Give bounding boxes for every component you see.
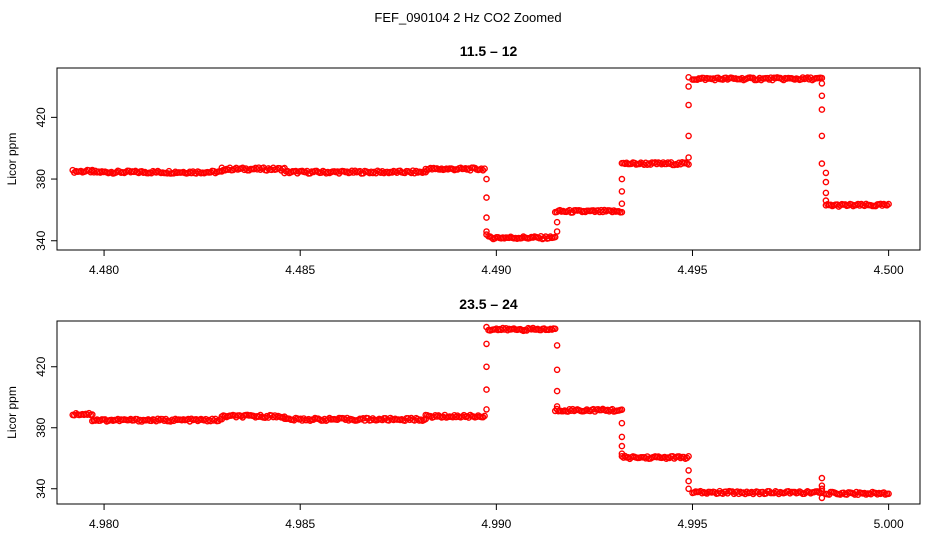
transition-point [618,188,626,195]
data-point [478,165,485,172]
plot-frame [56,320,921,505]
data-point [261,414,269,422]
data-point [618,406,626,414]
transition-point [685,154,692,161]
transition-point [483,231,490,238]
transition-point [483,175,490,183]
y-tick-label: 380 [34,417,48,437]
x-tick-label: 4.980 [89,517,119,531]
data-point [685,452,692,460]
data-point [618,208,626,216]
transition-point [553,366,561,374]
transition-point [818,485,826,493]
transition-point [822,197,830,204]
transition-point [822,169,830,177]
y-tick-label: 340 [34,230,48,250]
plot-frame [56,67,921,251]
data-point [481,165,488,172]
data-point [479,166,487,174]
data-point [551,325,559,333]
x-tick-label: 4.495 [677,263,707,277]
transition-point [553,387,561,395]
data-point [683,454,691,462]
transition-point [685,83,692,90]
panel-title: 23.5 – 24 [459,296,518,312]
transition-point [553,218,561,226]
top-panel: 11.5 – 12 Licor ppm 4.480 4.485 4.490 4.495 4.… [5,43,921,277]
transition-point [685,477,692,485]
data-point [215,417,222,425]
transition-point [685,132,692,140]
transition-point [822,178,830,186]
bottom-panel: 23.5 – 24 Licor ppm 4.980 4.985 4.990 4.995 5.… [5,296,921,531]
transition-point [818,92,826,100]
transition-point [818,132,826,140]
x-tick-label: 5.000 [874,517,904,531]
transition-point [618,175,626,183]
transition-point [685,101,692,109]
transition-point [685,467,692,474]
x-tick-label: 4.480 [89,263,119,277]
transition-point [553,403,561,410]
x-tick-label: 4.490 [481,263,511,277]
transition-point [483,406,490,413]
data-point [685,161,692,168]
y-tick-label: 420 [34,356,48,376]
y-tick-label: 420 [34,107,48,127]
transition-point [618,450,626,458]
transition-point [618,433,626,441]
data-point [167,418,174,425]
transition-point [822,189,830,197]
transition-point [618,200,626,207]
data-point [85,409,93,417]
data-point [804,74,811,81]
x-tick-label: 4.995 [677,517,707,531]
transition-point [553,228,561,235]
transition-point [483,228,490,235]
data-point [481,412,488,420]
transition-point [483,194,490,201]
y-tick-label: 340 [34,478,48,498]
transition-point [818,494,826,502]
x-tick-label: 4.985 [285,517,315,531]
transition-point [618,419,626,427]
figure-title: FEF_090104 2 Hz CO2 Zoomed [374,10,561,25]
transition-point [818,474,826,482]
transition-point [685,485,692,493]
transition-point [618,442,626,450]
transition-point [483,363,490,371]
transition-point [818,160,826,167]
panel-title: 11.5 – 12 [460,43,518,59]
y-axis-label: Licor ppm [5,133,19,186]
y-axis-label: Licor ppm [5,386,19,439]
y-tick-label: 380 [34,169,48,189]
transition-point [818,106,826,113]
data-point [551,233,559,241]
transition-point [483,323,490,331]
transition-point [483,340,490,348]
transition-point [818,80,826,87]
transition-point [553,342,561,349]
transition-point [483,386,490,393]
transition-point [818,482,826,490]
data-point [89,411,96,418]
transition-point [483,214,490,221]
x-tick-label: 4.990 [481,517,511,531]
transition-point [685,74,692,81]
data-point [885,200,892,208]
x-tick-label: 4.500 [874,263,904,277]
data-point [885,490,892,498]
x-tick-label: 4.485 [285,263,315,277]
